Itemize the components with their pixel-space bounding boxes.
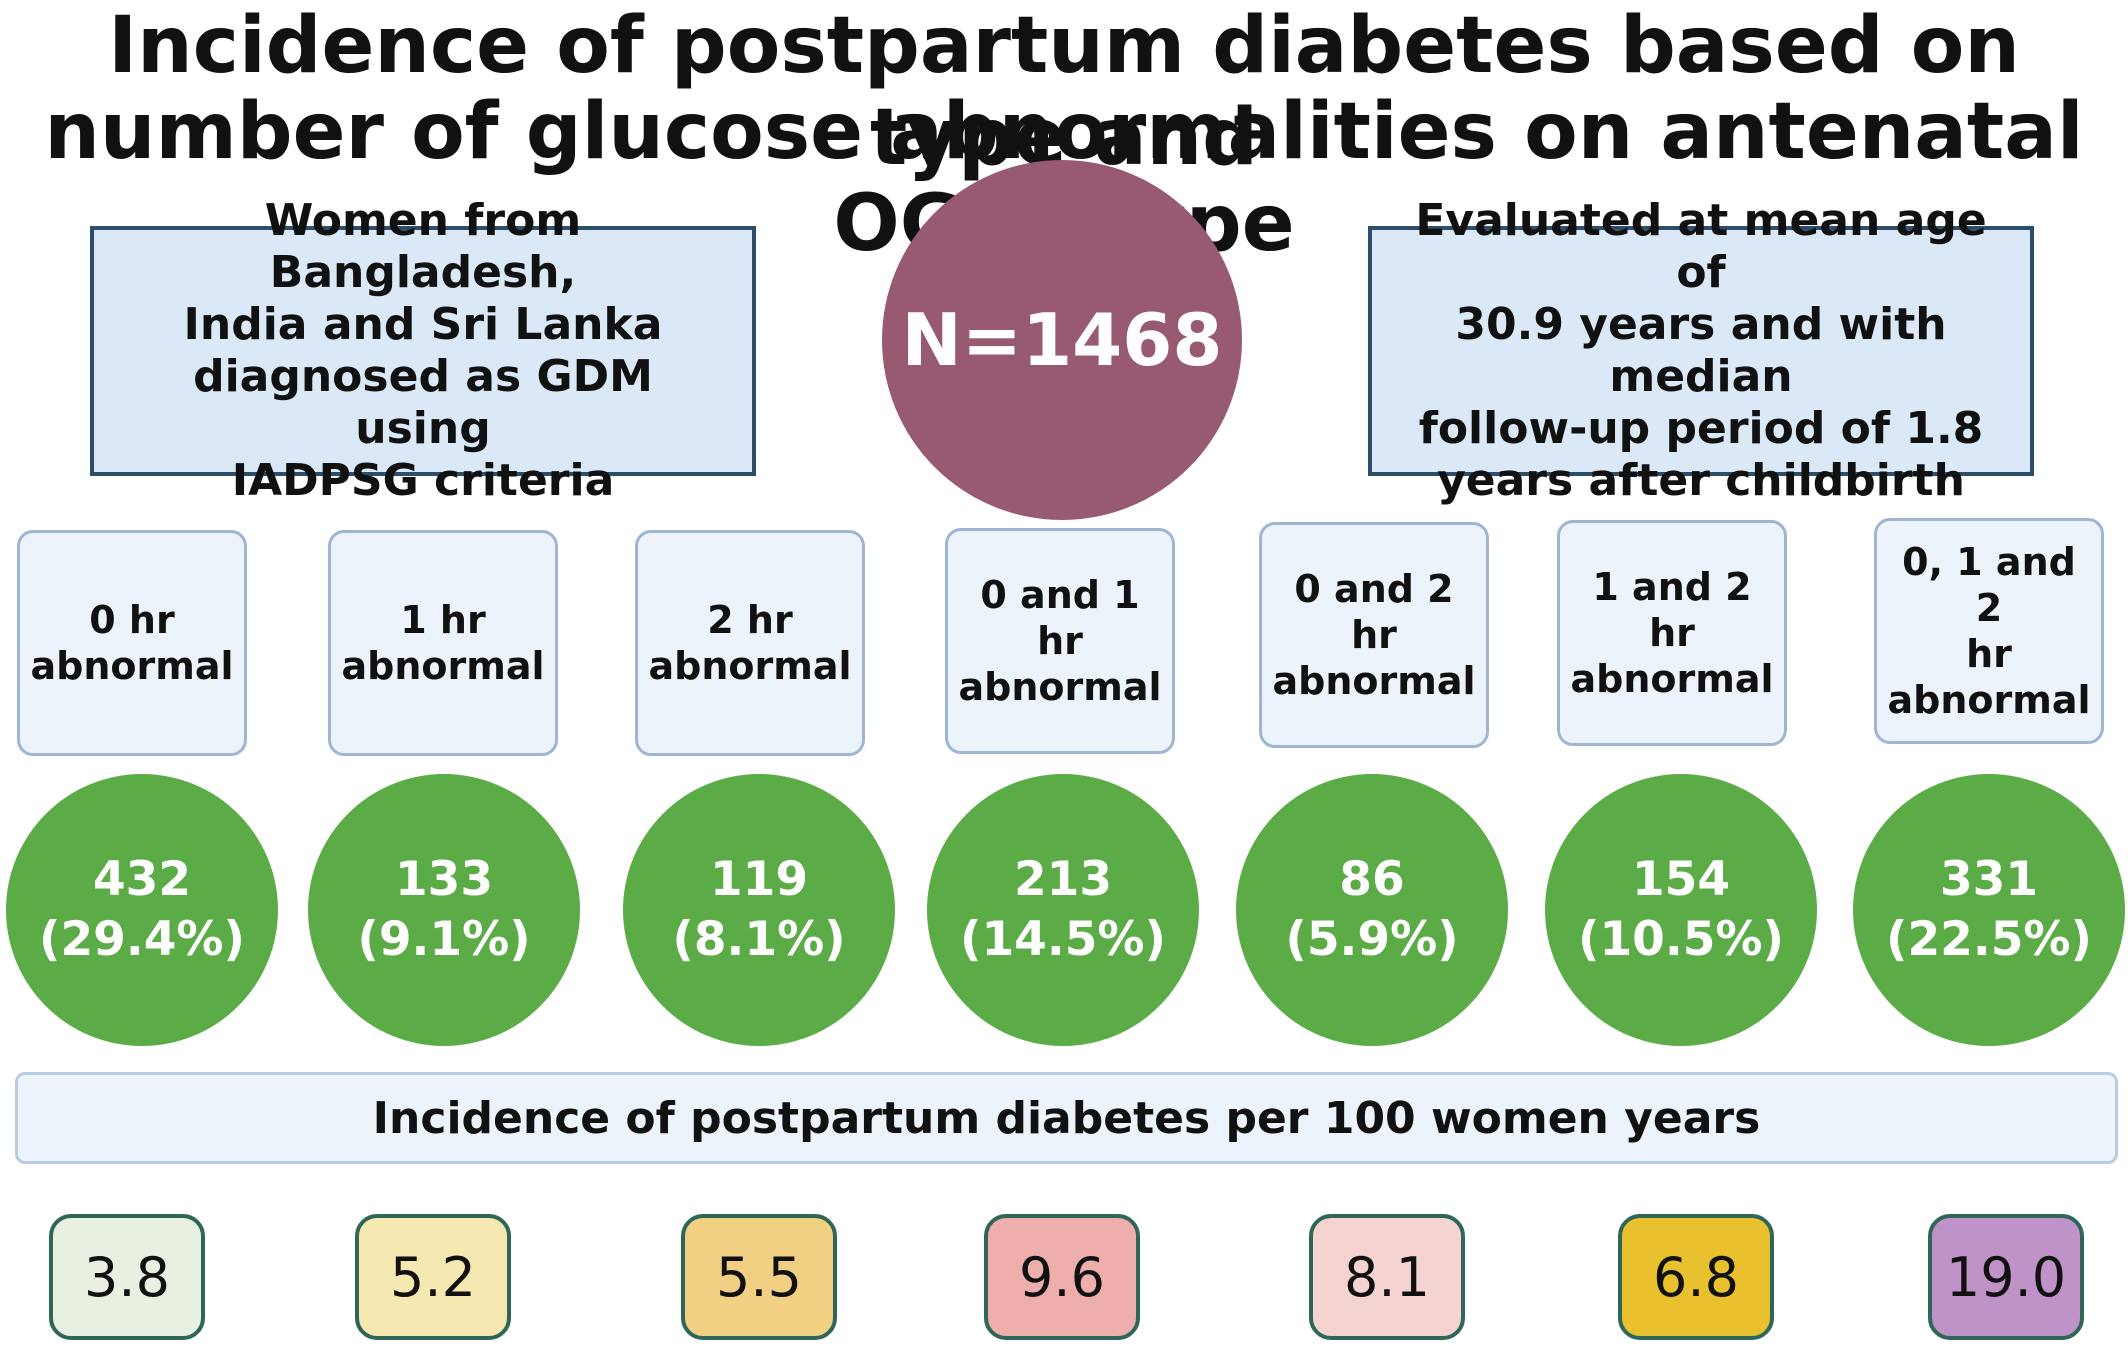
incidence-banner: Incidence of postpartum diabetes per 100… <box>15 1072 2118 1164</box>
category-label-line-2: abnormal <box>1570 657 1774 701</box>
category-label-line-1: 1 hr <box>400 598 486 642</box>
count-percent: (14.5%) <box>959 912 1166 967</box>
count-value: 119 <box>709 852 809 907</box>
category-label-line-2: abnormal <box>648 644 852 688</box>
category-label-line-2: hr abnormal <box>1887 632 2091 722</box>
count-circle-1hr: 133 (9.1%) <box>308 774 580 1046</box>
count-percent: (22.5%) <box>1885 912 2092 967</box>
category-box-1-and-2hr: 1 and 2 hr abnormal <box>1557 520 1787 746</box>
population-info-line-4: IADPSG criteria <box>231 455 615 506</box>
count-circle-0hr: 432 (29.4%) <box>6 774 278 1046</box>
incidence-banner-label: Incidence of postpartum diabetes per 100… <box>372 1092 1761 1144</box>
category-label-line-2: abnormal <box>341 644 545 688</box>
incidence-value-0hr: 3.8 <box>49 1214 205 1340</box>
follow-up-info-box: Evaluated at mean age of 30.9 years and … <box>1368 195 2034 506</box>
category-box-0-1-and-2hr: 0, 1 and 2 hr abnormal <box>1874 518 2104 744</box>
count-value: 133 <box>394 852 494 907</box>
category-box-0hr: 0 hr abnormal <box>17 530 247 756</box>
follow-up-info-line-2: 30.9 years and with median <box>1455 299 1947 402</box>
category-label-line-1: 0, 1 and 2 <box>1902 540 2076 630</box>
count-percent: (5.9%) <box>1285 912 1459 967</box>
category-label-line-1: 0 and 2 hr <box>1294 567 1454 657</box>
category-label-line-2: abnormal <box>958 665 1162 709</box>
count-circle-0-and-2hr: 86 (5.9%) <box>1236 774 1508 1046</box>
follow-up-info-line-3: follow-up period of 1.8 <box>1418 403 1984 454</box>
population-info-line-3: diagnosed as GDM using <box>193 351 653 454</box>
follow-up-info-line-1: Evaluated at mean age of <box>1415 195 1987 298</box>
category-label-line-1: 0 and 1 hr <box>980 573 1140 663</box>
population-info-line-1: Women from Bangladesh, <box>264 195 582 298</box>
count-value: 432 <box>92 852 192 907</box>
population-info-line-2: India and Sri Lanka <box>183 299 663 350</box>
incidence-value-0-and-2hr: 8.1 <box>1309 1214 1465 1340</box>
incidence-value-1hr: 5.2 <box>355 1214 511 1340</box>
category-label-line-2: abnormal <box>1272 659 1476 703</box>
total-count-circle: N=1468 <box>882 160 1242 520</box>
count-circle-0-1-and-2hr: 331 (22.5%) <box>1853 774 2125 1046</box>
count-value: 213 <box>1013 852 1113 907</box>
category-box-1hr: 1 hr abnormal <box>328 530 558 756</box>
count-percent: (8.1%) <box>672 912 846 967</box>
category-box-0-and-2hr: 0 and 2 hr abnormal <box>1259 522 1489 748</box>
count-percent: (10.5%) <box>1577 912 1784 967</box>
category-label-line-1: 1 and 2 hr <box>1592 565 1752 655</box>
count-circle-2hr: 119 (8.1%) <box>623 774 895 1046</box>
count-value: 86 <box>1339 852 1405 907</box>
count-circle-1-and-2hr: 154 (10.5%) <box>1545 774 1817 1046</box>
category-label-line-1: 0 hr <box>89 598 175 642</box>
population-info-box: Women from Bangladesh, India and Sri Lan… <box>90 195 756 506</box>
count-circle-0-and-1hr: 213 (14.5%) <box>927 774 1199 1046</box>
category-box-0-and-1hr: 0 and 1 hr abnormal <box>945 528 1175 754</box>
count-percent: (29.4%) <box>38 912 245 967</box>
count-value: 154 <box>1631 852 1731 907</box>
category-label-line-1: 2 hr <box>707 598 793 642</box>
count-percent: (9.1%) <box>357 912 531 967</box>
count-value: 331 <box>1939 852 2039 907</box>
page-title-line-1: Incidence of postpartum diabetes based o… <box>108 1 2020 183</box>
category-box-2hr: 2 hr abnormal <box>635 530 865 756</box>
category-label-line-2: abnormal <box>30 644 234 688</box>
incidence-value-0-and-1hr: 9.6 <box>984 1214 1140 1340</box>
follow-up-info-line-4: years after childbirth <box>1437 455 1965 506</box>
incidence-value-1-and-2hr: 6.8 <box>1618 1214 1774 1340</box>
incidence-value-0-1-and-2hr: 19.0 <box>1928 1214 2084 1340</box>
incidence-value-2hr: 5.5 <box>681 1214 837 1340</box>
total-count-label: N=1468 <box>901 298 1223 382</box>
